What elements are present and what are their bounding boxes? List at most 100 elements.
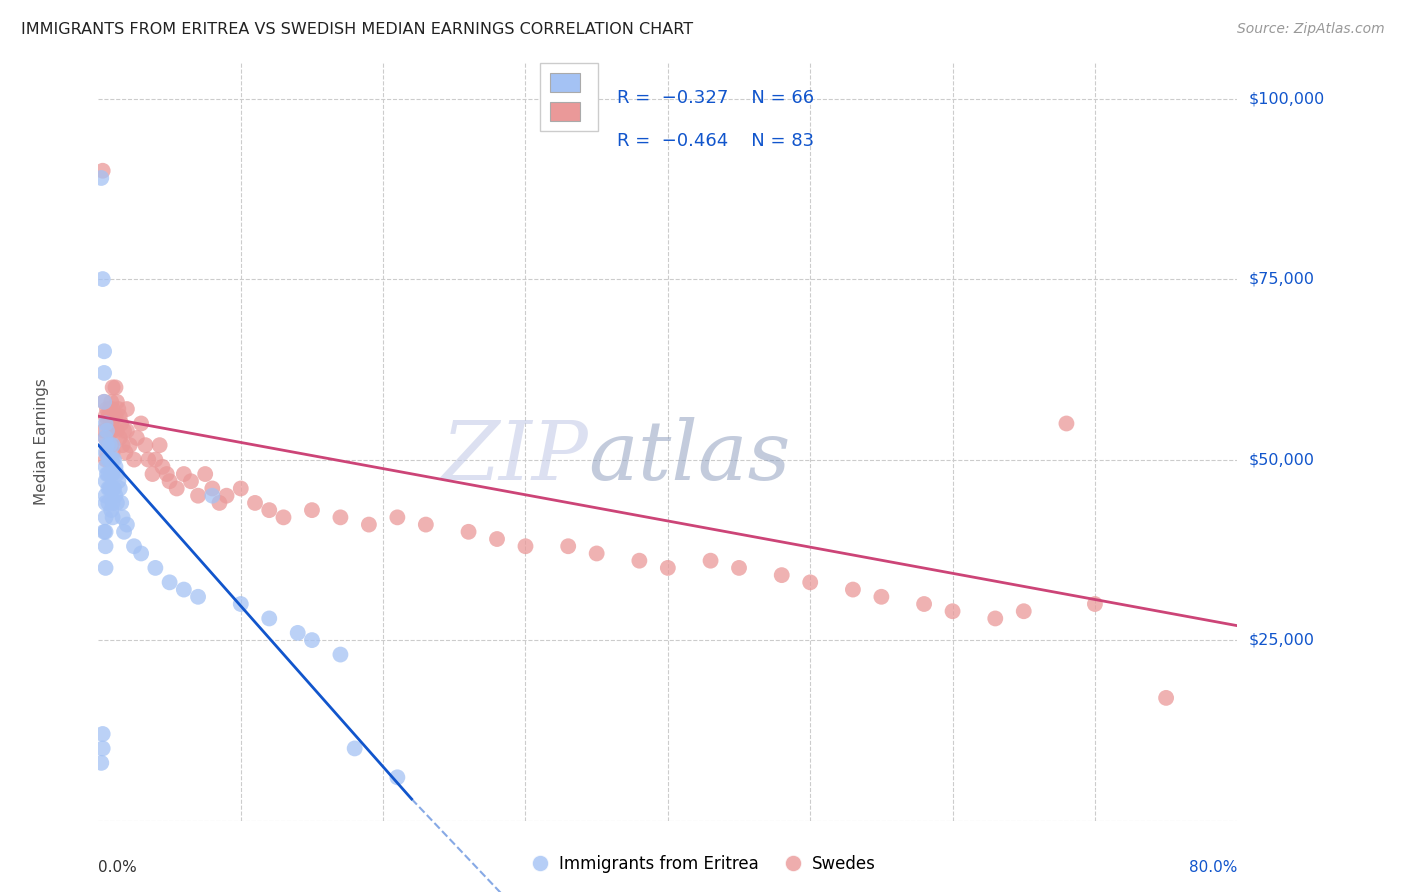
Point [104,409,127,424]
Point [259,503,281,517]
Point [96,467,118,481]
Point [108,431,131,445]
Point [98,402,121,417]
Point [122,452,145,467]
Point [110,417,132,431]
Point [187,590,209,604]
Point [114,445,136,459]
Point [94,475,117,489]
Point [97,409,120,424]
Point [94,539,117,553]
Point [984,611,1007,625]
Point [93,394,115,409]
Point [728,561,751,575]
Point [134,438,156,452]
Point [101,424,124,438]
Point [1154,690,1177,705]
Text: 0.0%: 0.0% [98,861,138,875]
Point [486,532,509,546]
Point [329,648,352,662]
Point [96,445,118,459]
Point [93,524,115,539]
Text: $25,000: $25,000 [1249,632,1315,648]
Point [557,539,579,553]
Point [129,546,152,560]
Point [108,482,131,496]
Point [145,452,167,467]
Point [98,424,121,438]
Point [100,452,122,467]
Point [273,510,295,524]
Point [94,524,117,539]
Point [100,438,122,452]
Point [101,467,124,481]
Point [94,452,117,467]
Point [103,482,125,496]
Point [94,409,117,424]
Point [91,741,114,756]
Point [104,380,127,394]
Point [91,163,114,178]
Point [105,424,128,438]
Point [870,590,893,604]
Point [415,517,437,532]
Point [94,510,117,524]
Point [105,467,128,481]
Point [104,489,127,503]
Point [122,539,145,553]
Point [101,438,124,452]
Point [93,424,115,438]
Point [357,517,380,532]
Point [98,438,121,452]
Point [115,517,138,532]
Point [98,482,121,496]
Text: atlas: atlas [588,417,790,497]
Point [201,482,224,496]
Point [103,409,125,424]
Point [799,575,821,590]
Point [229,482,252,496]
Point [101,482,124,496]
Point [173,467,195,481]
Point [94,496,117,510]
Point [115,402,138,417]
Point [104,459,127,474]
Point [1056,417,1078,431]
Point [90,756,112,770]
Point [107,402,129,417]
Point [125,431,148,445]
Point [842,582,865,597]
Point [90,171,112,186]
Point [585,546,607,560]
Text: R =  −0.327    N = 66: R = −0.327 N = 66 [617,89,814,107]
Point [91,272,114,286]
Point [208,496,231,510]
Point [136,452,159,467]
Point [699,554,721,568]
Point [152,459,174,474]
Point [97,482,120,496]
Point [194,467,217,481]
Point [91,727,114,741]
Point [111,438,134,452]
Point [97,496,120,510]
Point [159,575,181,590]
Point [657,561,679,575]
Point [94,445,117,459]
Point [94,417,117,431]
Legend: , : , [540,63,598,131]
Point [387,770,409,784]
Point [93,366,115,380]
Point [110,496,132,510]
Point [97,467,120,481]
Point [105,394,128,409]
Point [770,568,793,582]
Point [96,402,118,417]
Point [301,633,323,648]
Point [159,475,181,489]
Point [187,489,209,503]
Point [105,496,128,510]
Point [149,438,172,452]
Point [343,741,366,756]
Point [156,467,179,481]
